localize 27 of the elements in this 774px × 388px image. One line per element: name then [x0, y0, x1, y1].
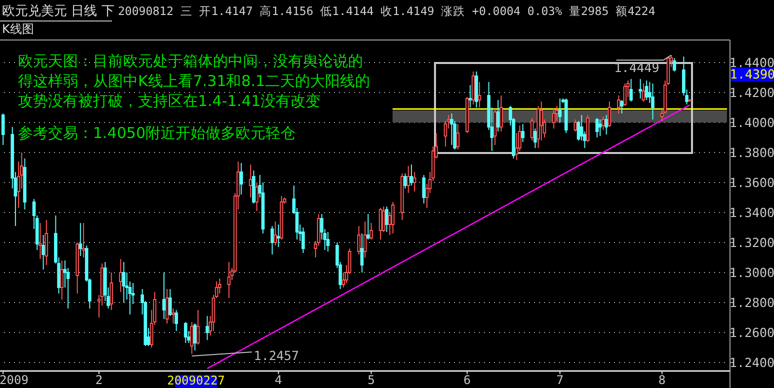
x-tick-label: 8 [658, 373, 666, 387]
annotation: 参考交易：1.4050附近开始做多欧元轻仓 [18, 124, 296, 142]
x-tick-label: 6 [464, 373, 471, 387]
x-tick-label: 5 [368, 373, 375, 387]
x-tick-label: 2 [95, 373, 103, 387]
annotation: 欧元天图：目前欧元处于箱体的中间，没有舆论说的 [18, 52, 363, 70]
annotation: 1.2457 [254, 348, 299, 363]
x-tick-label: 4 [274, 373, 282, 387]
annotation: 得这样弱，从图中K线上看7.31和8.1二天的大阳线的 [18, 72, 370, 90]
text: 1.4390 [730, 66, 774, 82]
text: K线图 [2, 22, 34, 36]
y-tick-label: 1.2800 [729, 295, 774, 310]
y-tick-label: 1.2600 [729, 325, 774, 340]
annotation: 攻势没有被打破，支持区在1.4-1.41没有改变 [18, 92, 321, 110]
y-tick-label: 1.4200 [729, 85, 774, 100]
y-tick-label: 1.3600 [729, 175, 774, 190]
y-tick-label: 1.2400 [729, 355, 774, 370]
y-tick-label: 1.3800 [729, 145, 774, 160]
x-tick-label: 2009 [0, 373, 28, 387]
annotation: 1.4449 [614, 60, 660, 76]
y-tick-label: 1.3200 [729, 235, 774, 250]
chart-title: 欧元兑美元 日线 下 [2, 3, 114, 19]
x-tick-label: 7 [556, 373, 564, 387]
chart-subtitle: 20090812 三 开1.4147 高1.4156 低1.4144 收1.4149 涨跌 +0.0004 0.03% 量2985 额4224 [118, 4, 656, 18]
y-tick-label: 1.4000 [729, 115, 774, 130]
y-tick-label: 1.3000 [729, 265, 774, 280]
y-tick-label: 1.3400 [729, 205, 774, 220]
